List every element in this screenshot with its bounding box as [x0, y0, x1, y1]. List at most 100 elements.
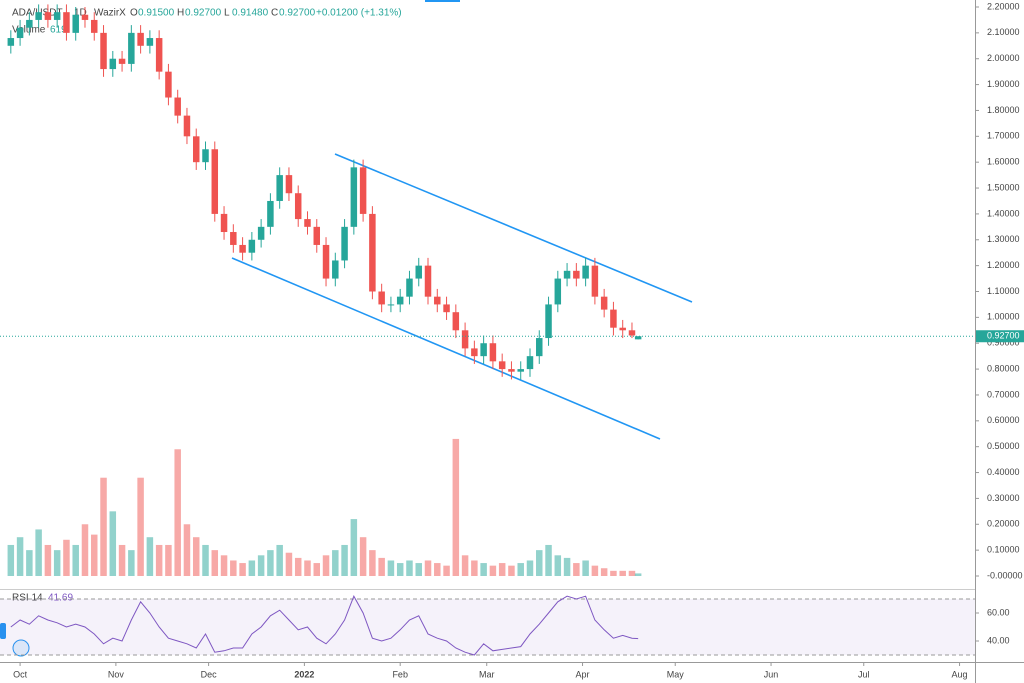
last-price-tag [976, 330, 1024, 343]
candle-body [257, 226, 265, 240]
ohlc-value: 0.91500 [138, 8, 175, 19]
volume-bar [118, 544, 126, 576]
candle-body [591, 265, 599, 297]
x-tick-label: Dec [201, 669, 218, 679]
candle-body [63, 12, 70, 33]
pane-handle[interactable] [0, 623, 6, 639]
volume-bar [257, 555, 265, 576]
volume-bar [610, 570, 617, 576]
volume-bar [183, 524, 191, 576]
candle-body [192, 136, 200, 163]
y-tick-label: 1.10000 [987, 286, 1020, 296]
volume-bar [7, 544, 15, 576]
volume-bar [100, 477, 107, 576]
candle-body [35, 12, 42, 20]
x-tick-label: May [667, 669, 685, 679]
y-tick-label: 0.70000 [987, 389, 1020, 399]
candle-body [16, 27, 24, 39]
y-tick-label: 0.80000 [987, 363, 1020, 373]
volume-bar [498, 563, 506, 576]
volume-bar [424, 560, 432, 576]
volume-bar [591, 565, 599, 576]
candle-body [610, 309, 617, 328]
y-tick-label: 2.10000 [987, 27, 1020, 37]
volume-bar [406, 560, 413, 576]
candle-body [211, 149, 219, 214]
volume-bar [137, 477, 144, 576]
y-tick-label: 0.10000 [987, 545, 1020, 555]
candle-body [137, 32, 144, 46]
y-tick-label: 1.80000 [987, 105, 1020, 115]
trend-line-upper[interactable] [334, 153, 693, 303]
volume-bar [378, 557, 385, 576]
y-tick-label: 1.70000 [987, 131, 1020, 141]
candle-body [545, 304, 552, 339]
ohlc-key: C [271, 8, 278, 19]
candle-body [183, 115, 191, 137]
volume-bar [72, 544, 79, 576]
candle-body [461, 330, 469, 349]
candle-body [7, 38, 15, 46]
candle-body [517, 369, 524, 372]
candle-body [248, 239, 256, 253]
candle-body [396, 296, 404, 305]
rsi-line [10, 595, 639, 656]
logo-button[interactable] [12, 639, 30, 657]
volume-bar [91, 534, 98, 576]
volume-bar [443, 565, 450, 576]
volume-bar [35, 529, 42, 576]
candle-body [44, 12, 52, 20]
candle-body [239, 244, 246, 253]
y-tick-label: 1.40000 [987, 208, 1020, 218]
candle-body [304, 219, 311, 227]
y-tick-label: 1.00000 [987, 312, 1020, 322]
candle-body [628, 330, 636, 336]
volume-bar [517, 563, 524, 576]
volume-bar [563, 557, 571, 576]
y-tick-label: 1.50000 [987, 182, 1020, 192]
candle-body [369, 213, 376, 292]
volume-bar [192, 537, 200, 576]
volume-bar [220, 555, 228, 576]
candle-body [26, 19, 33, 28]
candle-body [434, 296, 441, 305]
y-tick-label: 0.90000 [987, 338, 1020, 348]
volume-bar [16, 537, 24, 576]
volume-bar [109, 511, 117, 576]
candle-body [146, 38, 154, 46]
candle-body [174, 97, 181, 116]
trend-line-lower[interactable] [231, 257, 661, 440]
candle-body [285, 175, 293, 194]
y-tick-label: 2.20000 [987, 1, 1020, 11]
ohlc-value: 0.92700 [185, 8, 222, 19]
x-tick-label: Jul [858, 669, 870, 679]
ohlc-key: O [130, 8, 138, 19]
candle-body [582, 265, 589, 279]
candle-body [341, 226, 348, 261]
y-tick-label: 1.30000 [987, 234, 1020, 244]
candle-body [359, 167, 367, 214]
interval: 1D [74, 8, 87, 19]
candle-body [313, 226, 321, 245]
volume-bar [155, 544, 163, 576]
volume-bar [471, 560, 478, 576]
candle-body [378, 291, 385, 305]
change: +0.01200 (+1.31%) [316, 8, 402, 19]
ohlc-value: 0.91480 [232, 8, 269, 19]
volume-bar [396, 563, 404, 576]
rsi-title: RSI 14 [12, 593, 43, 604]
y-tick-label: -0.00000 [987, 570, 1023, 580]
rsi-tick-label: 60.00 [987, 607, 1010, 617]
volume-bar [461, 555, 469, 576]
volume-bar [128, 550, 135, 576]
x-tick-label: Mar [479, 669, 495, 679]
volume-bar [628, 570, 636, 576]
x-tick-label: Oct [13, 669, 28, 679]
volume-bar [165, 544, 172, 576]
x-tick-label: Aug [952, 669, 968, 679]
candle-body [619, 327, 626, 331]
volume-bar [26, 550, 33, 576]
volume-bar [359, 537, 367, 576]
volume-bar [634, 573, 642, 576]
